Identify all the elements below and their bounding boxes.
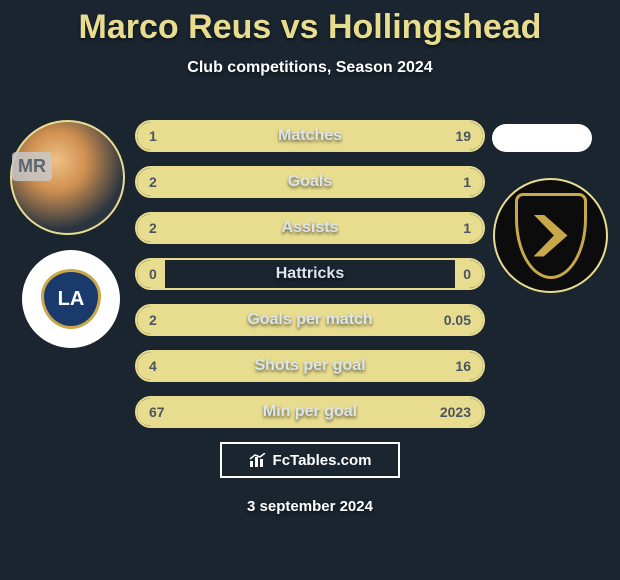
- lafc-wing-icon: [534, 215, 568, 257]
- stat-row: Goals per match2 0.05: [135, 304, 485, 336]
- club-logo-right: [493, 178, 608, 293]
- player-right-placeholder-pill: [492, 124, 592, 152]
- stat-label: Goals: [137, 168, 483, 196]
- stat-value-right: 0.05: [444, 306, 471, 334]
- stat-value-left: 2: [149, 168, 157, 196]
- stat-label: Matches: [137, 122, 483, 150]
- stat-label: Goals per match: [137, 306, 483, 334]
- stat-row: Shots per goal4 16: [135, 350, 485, 382]
- stat-row: Matches1 19: [135, 120, 485, 152]
- stat-label: Hattricks: [137, 260, 483, 288]
- chart-icon: [249, 453, 267, 467]
- stat-row: Assists2 1: [135, 212, 485, 244]
- stat-value-right: 2023: [440, 398, 471, 426]
- stat-value-left: 1: [149, 122, 157, 150]
- stat-value-right: 1: [463, 168, 471, 196]
- branding-label: FcTables.com: [273, 452, 372, 469]
- player-left-initials: MR: [12, 152, 52, 181]
- stat-value-left: 2: [149, 214, 157, 242]
- stats-container: Matches119Goals21Assists21Hattricks00Goa…: [135, 120, 485, 442]
- stat-value-right: 1: [463, 214, 471, 242]
- stat-value-left: 2: [149, 306, 157, 334]
- stat-row: Hattricks0 0: [135, 258, 485, 290]
- stat-value-right: 19: [455, 122, 471, 150]
- stat-value-left: 67: [149, 398, 165, 426]
- stat-value-right: 0: [463, 260, 471, 288]
- stat-row: Min per goal67 2023: [135, 396, 485, 428]
- stat-value-left: 0: [149, 260, 157, 288]
- branding-box[interactable]: FcTables.com: [220, 442, 400, 478]
- stat-label: Assists: [137, 214, 483, 242]
- date-footer: 3 september 2024: [0, 498, 620, 515]
- stat-label: Shots per goal: [137, 352, 483, 380]
- club-logo-left: LA: [22, 250, 120, 348]
- lafc-shield-icon: [515, 193, 587, 279]
- stat-row: Goals2 1: [135, 166, 485, 198]
- season-subtitle: Club competitions, Season 2024: [0, 59, 620, 77]
- stat-value-right: 16: [455, 352, 471, 380]
- stat-value-left: 4: [149, 352, 157, 380]
- la-galaxy-shield-icon: LA: [41, 269, 101, 329]
- page-title: Marco Reus vs Hollingshead: [0, 0, 620, 47]
- stat-label: Min per goal: [137, 398, 483, 426]
